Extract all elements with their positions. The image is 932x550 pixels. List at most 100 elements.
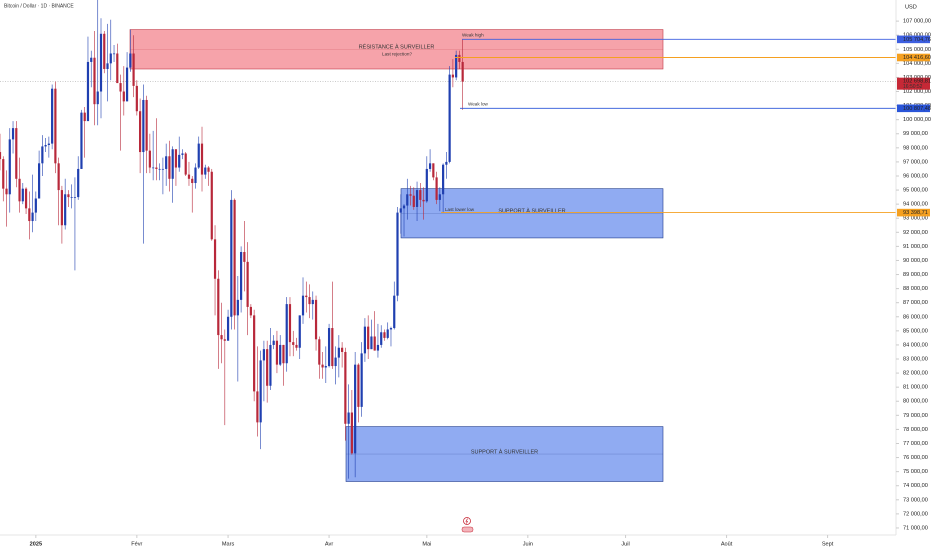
candle-body [233,199,236,316]
y-tick-label: 74 000,00 [903,483,928,489]
candle-body [223,339,226,341]
candle-body [18,178,21,202]
candle-body [305,295,308,298]
candle-body [331,328,334,367]
candle-body [210,171,213,240]
candle-body [327,328,331,367]
candle-body [285,304,288,364]
y-tick-label: 88 000,00 [903,286,928,292]
zone [345,426,664,482]
candle-body [148,150,151,168]
candle-body [357,364,360,407]
y-tick-label: 107 000,00 [903,19,931,25]
candle-body [409,194,412,196]
y-tick-label: 87 000,00 [903,300,928,306]
candle-body [119,83,122,92]
candle-body [240,252,243,300]
y-tick-label: 97 000,00 [903,159,928,165]
level-price-box [897,208,930,217]
zone [129,29,664,70]
last-price-box [897,77,930,90]
level-name: Last lower low [445,207,475,212]
candle-body [396,212,399,296]
y-tick-label: 94 000,00 [903,202,928,208]
last-price-label: 102 698,81 [903,79,931,85]
candle-body [259,360,262,423]
candle-body [178,154,181,168]
y-tick-label: 77 000,00 [903,441,928,447]
candle-body [360,353,363,407]
candle-body [363,326,367,354]
candle-body [438,194,441,200]
candle-body [197,143,200,168]
candle-body [37,163,41,199]
candle-body [428,163,432,169]
candle-body [422,199,425,202]
candle-body [419,190,422,200]
candle-body [152,167,155,169]
y-tick-label: 86 000,00 [903,314,928,320]
candle-body [243,252,246,262]
y-tick-label: 104 000,00 [903,61,931,67]
candle-body [106,63,109,69]
candle-body [393,295,396,329]
candle-body [168,156,171,179]
y-tick-label: 105 000,00 [903,47,931,53]
candle-body [272,340,275,345]
candle-body [373,336,376,351]
candle-body [2,159,5,189]
candle-body [275,340,279,365]
candle-body [337,347,340,358]
x-tick-label: Août [721,541,733,547]
candle-body [99,33,103,92]
candle-body [80,112,83,169]
y-tick-label: 71 000,00 [903,525,928,531]
y-tick-label: 84 000,00 [903,342,928,348]
currency: USD [905,4,917,10]
candle-body [389,328,393,330]
candle-body [41,146,44,164]
candle-body [96,91,99,105]
candle-body [213,239,217,279]
candle-body [308,297,311,305]
y-tick-label: 90 000,00 [903,258,928,264]
candle-body [64,194,67,226]
candle-body [44,145,47,147]
candle-body [0,152,2,160]
candle-body [445,161,448,165]
candle-body [262,349,266,361]
event-icon [463,517,471,525]
y-tick-label: 99 000,00 [903,131,928,137]
event-icon-bolt [465,518,468,524]
candle-body [191,178,194,184]
candle-body [112,53,116,55]
candle-body [412,195,415,207]
candle-body [350,412,353,454]
y-tick-label: 98 000,00 [903,145,928,151]
candle-body [132,53,135,86]
candle-body [402,205,406,209]
candle-body [155,167,158,169]
y-tick-label: 91 000,00 [903,244,928,250]
y-tick-label: 93 000,00 [903,216,928,222]
candle-body [194,167,197,184]
candle-body [256,391,259,423]
candle-body [122,91,125,102]
candle-body [161,168,165,170]
candle-body [5,188,8,195]
candle-body [425,168,428,202]
candle-body [174,149,178,168]
y-tick-label: 96 000,00 [903,173,928,179]
candle-body [34,198,37,213]
candle-body [266,349,269,386]
candle-body [292,342,295,345]
level-price-label: 104 416,60 [903,55,931,61]
x-tick-label: Juin [523,541,533,547]
candle-body [406,194,409,206]
y-tick-label: 72 000,00 [903,511,928,517]
candle-body [24,188,28,209]
candle-body [116,53,119,84]
candle-body [432,163,435,178]
icons [461,517,474,533]
